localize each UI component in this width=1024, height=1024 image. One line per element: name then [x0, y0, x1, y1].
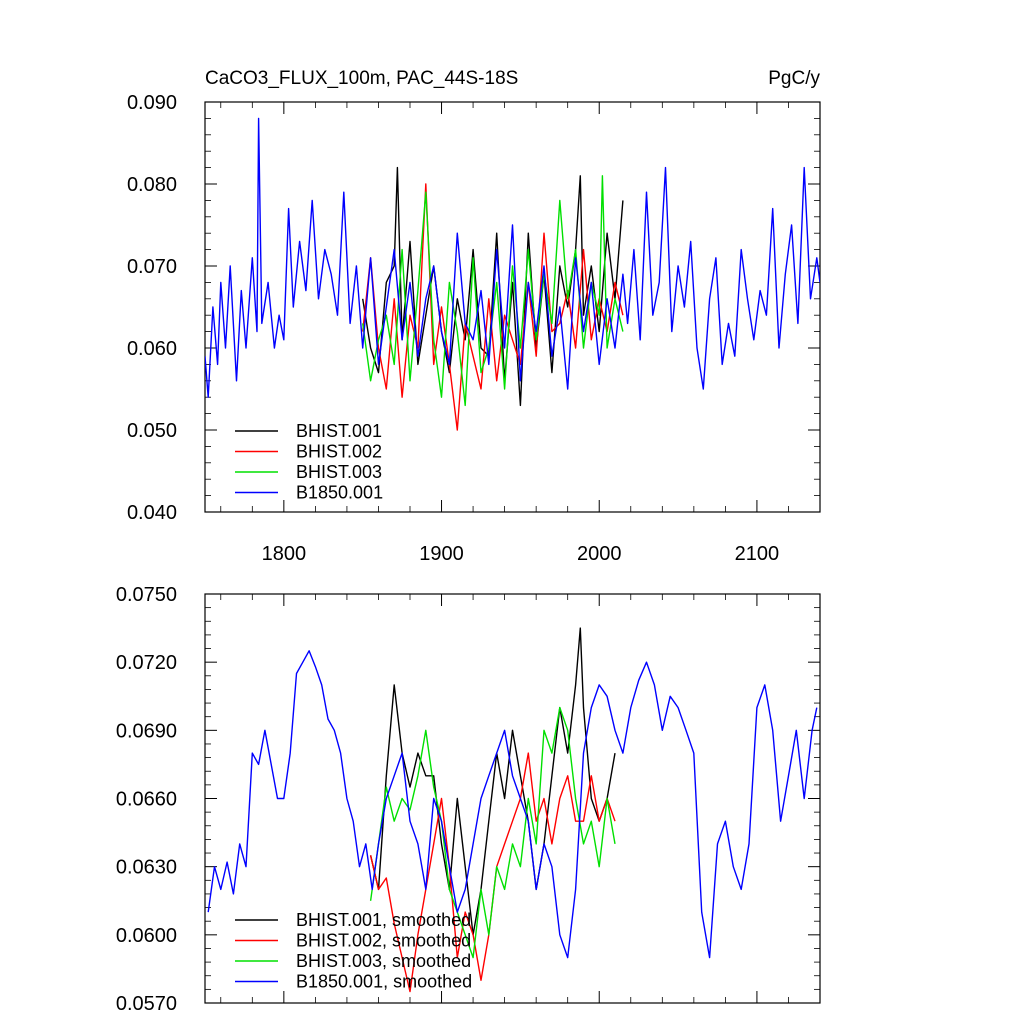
y-tick-label: 0.050	[127, 420, 177, 442]
y-tick-label: 0.080	[127, 174, 177, 196]
series-line-3	[362, 175, 624, 407]
legend-label: BHIST.002	[296, 442, 382, 462]
y-tick-label: 0.0720	[116, 652, 177, 674]
y-tick-label: 0.0690	[116, 720, 177, 742]
series-line-4	[205, 117, 820, 398]
y-tick-label: 0.0660	[116, 789, 177, 811]
plot-frame	[204, 101, 821, 513]
y-tick-label: 0.0630	[116, 857, 177, 879]
series-line-1	[362, 166, 624, 407]
chart-units: PgC/y	[768, 68, 820, 89]
legend-label: B1850.001, smoothed	[296, 972, 472, 992]
series-line-4	[207, 650, 818, 959]
top-panel: 0.040 0.050 0.060 0.070 0.080 0.090 1800 1900 20…	[127, 68, 821, 565]
chart-title: CaCO3_FLUX_100m, PAC_44S-18S	[205, 68, 518, 89]
legend-label: BHIST.002, smoothed	[296, 931, 471, 951]
legend-label: BHIST.003, smoothed	[296, 951, 471, 971]
x-tick-label: 1800	[262, 543, 307, 565]
legend-label: BHIST.003	[296, 462, 382, 482]
y-tick-label: 0.090	[127, 92, 177, 114]
x-tick-label: 1900	[419, 543, 464, 565]
series-group	[207, 627, 818, 993]
y-tick-label: 0.0600	[116, 925, 177, 947]
legend-label: BHIST.001	[296, 421, 382, 441]
series-line-1	[369, 627, 616, 936]
x-tick-label: 2100	[735, 543, 780, 565]
x-tick-label: 2000	[577, 543, 622, 565]
y-tick-label: 0.070	[127, 256, 177, 278]
y-tick-label: 0.040	[127, 502, 177, 524]
series-group	[205, 117, 820, 431]
bottom-panel: 0.0570 0.0600 0.0630 0.0660 0.0690 0.0720 0.07…	[116, 584, 821, 1015]
y-tick-label: 0.0570	[116, 993, 177, 1015]
legend-label: BHIST.001, smoothed	[296, 910, 471, 930]
y-tick-label: 0.060	[127, 338, 177, 360]
legend-label: B1850.001	[296, 483, 383, 503]
y-tick-label: 0.0750	[116, 584, 177, 606]
series-line-3	[369, 706, 616, 959]
